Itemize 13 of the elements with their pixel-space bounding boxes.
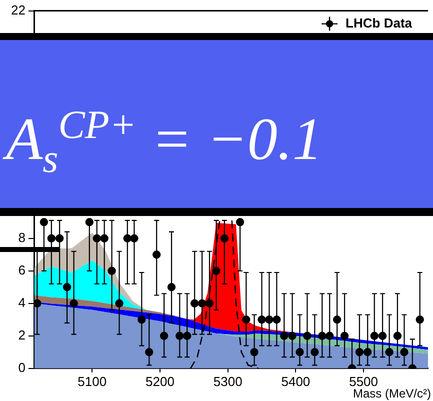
y-tick-label: 6 [18, 262, 26, 278]
x-tick-label: 5100 [78, 374, 107, 389]
y-tick-label: 0 [18, 360, 26, 375]
x-axis-title: Mass (MeV/c²) [353, 386, 432, 400]
x-tick-label: 5200 [146, 374, 174, 389]
legend-label: LHCb Data [346, 15, 413, 30]
x-tick-label: 5500 [349, 374, 378, 389]
x-tick-label: 5400 [281, 374, 310, 389]
y-tick-label: 8 [18, 230, 26, 245]
y-tick-label: 22 [10, 2, 26, 18]
y-tick-label: 4 [18, 294, 26, 310]
y-tick-label: 2 [18, 327, 26, 342]
x-tick-label: 5300 [213, 374, 242, 389]
